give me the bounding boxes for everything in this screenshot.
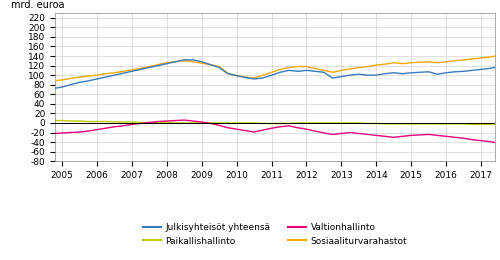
Text: mrd. euroa: mrd. euroa <box>11 0 64 10</box>
Legend: Julkisyhteisöt yhteensä, Paikallishallinto, Valtionhallinto, Sosiaaliturvarahast: Julkisyhteisöt yhteensä, Paikallishallin… <box>142 223 408 246</box>
